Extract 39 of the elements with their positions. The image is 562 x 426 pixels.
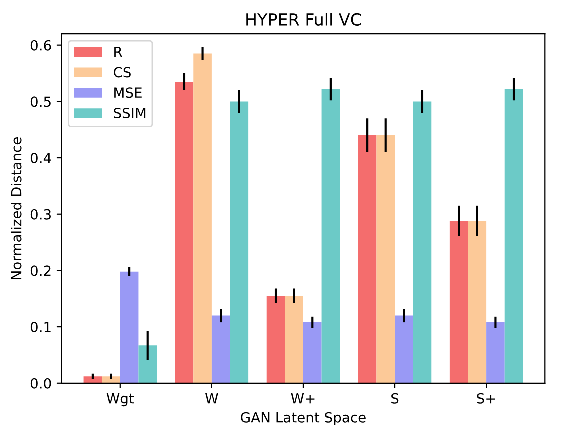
bar [303,322,322,384]
bar [102,376,120,384]
bar [450,221,468,384]
bar [285,296,304,384]
legend-label: CS [114,67,131,78]
bar [413,102,432,384]
y-tick-label: 0.2 [30,266,51,276]
x-tick-label: W [206,394,218,404]
y-tick-label: 0.5 [30,96,51,108]
bar [504,89,524,384]
legend-label: R [114,47,122,58]
bar [138,346,158,384]
bar [468,221,487,384]
bar [120,272,139,384]
bar [212,316,230,384]
x-tick-label: S+ [477,393,496,404]
y-axis-title: Normalized Distance [11,138,22,280]
y-tick-label: 0.3 [30,209,51,220]
y-tick-label: 0.4 [30,153,52,164]
y-tick-label: 0.1 [30,322,51,333]
bar [84,376,102,384]
y-tick-label: 0.0 [30,378,52,389]
x-tick-label: W+ [291,394,315,404]
x-tick-label: Wgt [106,394,134,407]
bar [395,316,414,384]
bar [322,89,340,384]
x-tick-label: S [392,393,399,404]
x-axis-title: GAN Latent Space [241,412,366,426]
bar [486,322,505,384]
bar [266,296,286,384]
bar [230,102,249,384]
bar [175,82,194,384]
y-tick-label: 0.6 [30,40,52,51]
legend-label: MSE [114,88,142,98]
bar [194,54,212,384]
bar [376,135,396,384]
chart-title: HYPER Full VC [246,13,362,26]
legend-label: SSIM [114,108,146,118]
bar [358,135,377,384]
